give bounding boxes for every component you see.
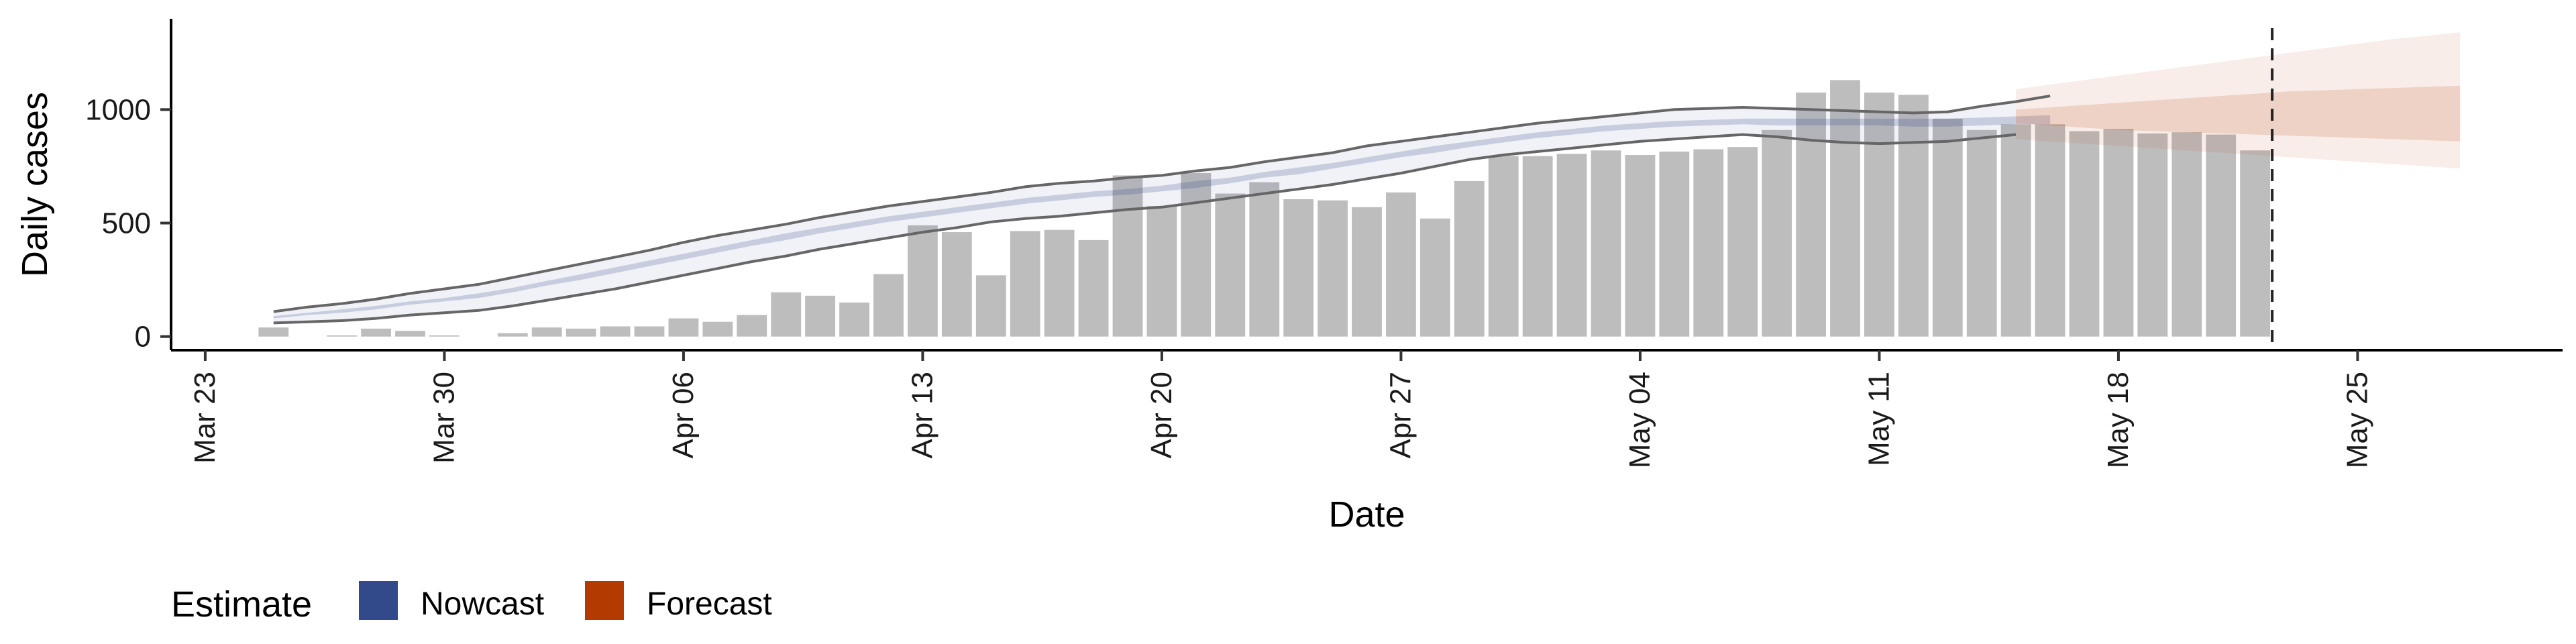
bar xyxy=(1864,92,1894,337)
bar xyxy=(1283,199,1314,337)
legend: Estimate Nowcast Forecast xyxy=(171,581,772,625)
bar xyxy=(2137,133,2168,337)
x-tick-label: Mar 23 xyxy=(189,372,221,464)
bar xyxy=(737,315,767,337)
band-outer-forecast xyxy=(2016,32,2461,169)
bar xyxy=(1454,180,1485,337)
bar xyxy=(1249,182,1280,337)
bar xyxy=(1659,151,1690,337)
bar xyxy=(2171,132,2202,337)
y-axis-title: Daily cases xyxy=(15,92,55,277)
bar xyxy=(429,335,460,337)
bar xyxy=(361,328,391,337)
lines-layer xyxy=(273,95,2051,325)
bar xyxy=(1522,156,1553,337)
bar xyxy=(805,295,836,337)
bar xyxy=(2206,134,2237,337)
x-tick-label: May 11 xyxy=(1862,372,1895,466)
bar xyxy=(600,326,631,337)
bar xyxy=(1625,155,1656,337)
bar xyxy=(1010,231,1040,337)
x-tick-label: Apr 27 xyxy=(1384,372,1417,459)
bar xyxy=(975,275,1006,337)
x-ticks: Mar 23 Mar 30 Apr 06 Apr 13 Apr 20 Apr 27 May … xyxy=(189,350,2373,468)
band-outer-nowcast xyxy=(273,101,2017,323)
bar xyxy=(1078,239,1109,337)
legend-label-nowcast: Nowcast xyxy=(421,586,544,622)
bar xyxy=(1898,95,1929,337)
x-tick-label: May 04 xyxy=(1623,372,1656,468)
bar xyxy=(1488,156,1519,337)
bar xyxy=(1318,200,1348,337)
line-lower-nowcast xyxy=(273,133,2017,325)
bar xyxy=(1044,229,1075,337)
y-tick-label: 1000 xyxy=(85,93,151,126)
bar xyxy=(497,333,528,337)
bar xyxy=(395,331,425,337)
bar xyxy=(1112,175,1143,337)
y-tick-label: 500 xyxy=(102,207,151,240)
bar xyxy=(873,274,904,337)
bar xyxy=(1966,129,1997,337)
bar xyxy=(1386,192,1416,337)
bars-layer xyxy=(258,80,2271,337)
x-tick-label: Apr 13 xyxy=(906,372,938,459)
y-ticks: 0 500 1000 xyxy=(85,93,171,354)
bar xyxy=(839,302,869,337)
legend-label-forecast: Forecast xyxy=(647,586,772,622)
bar xyxy=(1932,118,1963,337)
x-tick-label: Apr 06 xyxy=(667,372,700,459)
bar xyxy=(1215,193,1246,337)
bar xyxy=(771,292,802,337)
legend-title: Estimate xyxy=(171,584,312,625)
x-axis-title: Date xyxy=(1328,494,1405,535)
x-tick-label: May 18 xyxy=(2102,372,2135,468)
bar xyxy=(2103,129,2134,337)
bar xyxy=(1591,150,1621,337)
bar xyxy=(2069,131,2100,337)
line-upper-nowcast xyxy=(273,95,2051,313)
bar xyxy=(327,335,358,337)
bar xyxy=(1727,147,1758,337)
bar xyxy=(258,327,289,337)
legend-swatch-nowcast xyxy=(359,581,398,620)
bar xyxy=(2000,124,2031,337)
bar xyxy=(908,225,938,337)
bar xyxy=(2035,124,2065,337)
bar xyxy=(1762,129,1792,337)
band-inner-forecast xyxy=(2016,85,2461,142)
bar xyxy=(566,328,596,337)
bar xyxy=(1693,149,1724,337)
bar xyxy=(668,318,699,337)
bar xyxy=(1556,154,1587,337)
bar xyxy=(2240,150,2271,337)
bands-layer xyxy=(273,32,2461,323)
x-tick-label: May 25 xyxy=(2341,372,2373,468)
legend-swatch-forecast xyxy=(585,581,624,620)
bar xyxy=(1419,218,1450,337)
x-tick-label: Apr 20 xyxy=(1145,372,1178,459)
bar xyxy=(1146,206,1177,337)
band-inner-nowcast xyxy=(273,115,2051,319)
bar xyxy=(1830,80,1860,337)
bar xyxy=(702,321,733,337)
x-tick-label: Mar 30 xyxy=(427,372,460,464)
bar xyxy=(634,326,665,337)
bar xyxy=(941,232,972,337)
y-tick-label: 0 xyxy=(135,321,151,354)
bar xyxy=(1796,92,1826,337)
bar xyxy=(531,327,562,337)
bar xyxy=(1352,207,1382,337)
